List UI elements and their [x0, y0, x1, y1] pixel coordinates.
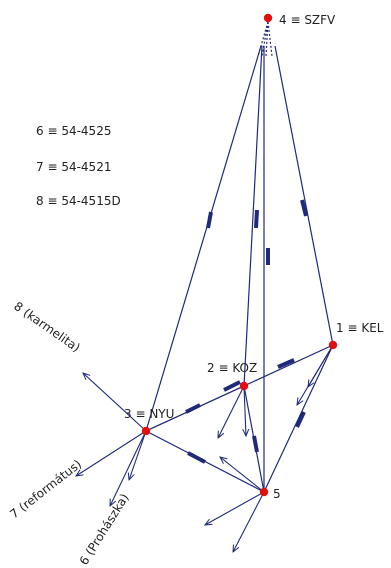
point-1 — [329, 341, 337, 349]
mark-4-3 — [208, 212, 211, 228]
point-2 — [240, 382, 248, 390]
point-3 — [142, 427, 150, 435]
arrow-5-sight-a — [220, 457, 264, 492]
mark-4-2 — [256, 210, 257, 228]
line-4-2 — [244, 46, 262, 386]
point-3-label: 3 ≡ NYU — [124, 407, 174, 421]
arrow-2-sight-a — [218, 386, 244, 438]
dotted-line-4c — [268, 22, 272, 56]
direction-6-label: 6 (Prohászka) — [77, 491, 132, 567]
arrow-3-sight-a — [129, 431, 146, 480]
direction-7-label: 7 (református) — [7, 457, 84, 521]
mark-3-2 — [186, 405, 200, 412]
line-4-1 — [275, 46, 333, 345]
point-2-label: 2 ≡ KOZ — [207, 361, 257, 375]
point-5-label: 5 — [273, 487, 281, 501]
point-4 — [264, 14, 272, 22]
mark-3-5 — [188, 453, 205, 462]
line-1-5 — [264, 345, 333, 492]
direction-8-label: 8 (karmelita) — [11, 299, 82, 355]
point-5 — [260, 488, 268, 496]
point-4-label: 4 ≡ SZFV — [279, 13, 336, 27]
mark-2-5 — [254, 436, 257, 452]
arrow-3-to-8 — [83, 373, 146, 431]
point-1-label: 1 ≡ KEL — [336, 321, 384, 335]
